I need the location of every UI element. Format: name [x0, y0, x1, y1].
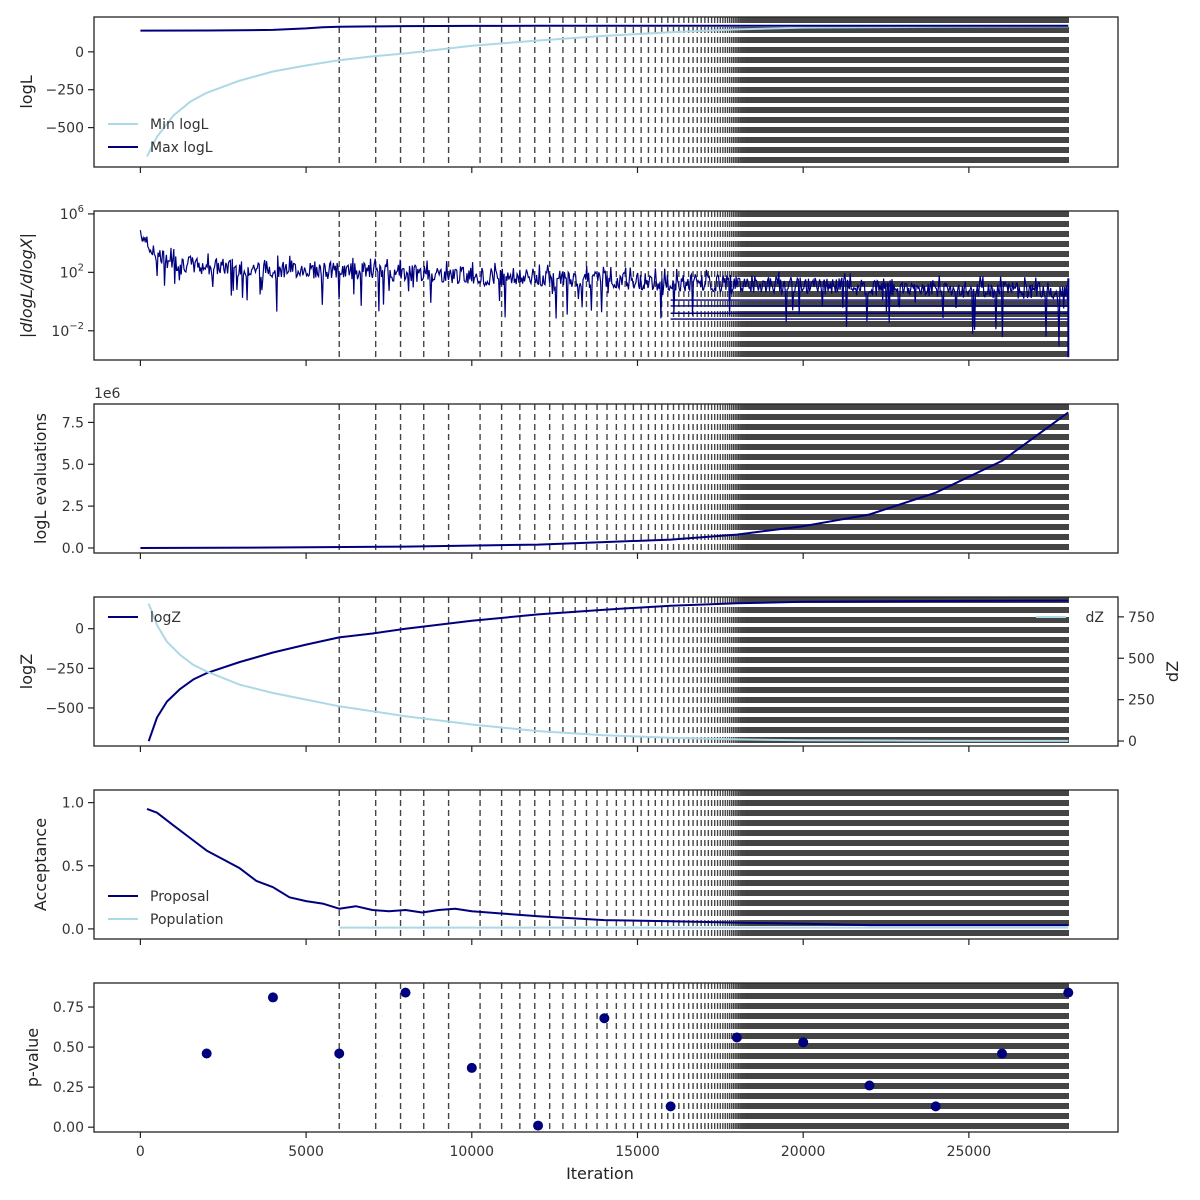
- scatter-point: [267, 992, 278, 1003]
- y-tick-label: −250: [46, 661, 84, 677]
- scatter-point: [864, 1080, 875, 1091]
- y-axis-label: Acceptance: [31, 818, 50, 911]
- axes-frame: [93, 596, 1119, 747]
- x-tick-label: 10000: [450, 1144, 495, 1160]
- y-tick-label: 0.00: [53, 1120, 84, 1136]
- y-axis-label: logZ: [17, 654, 36, 689]
- panel-p-value: 0.00 0.25 0.50 0.75 p-value 0 5000 10000 15000 20…: [23, 982, 1119, 1183]
- y-tick-base: 10: [60, 265, 78, 281]
- y-tick-base: 10: [60, 207, 78, 223]
- scatter-point: [665, 1101, 676, 1112]
- x-axis-label: Iteration: [566, 1164, 634, 1183]
- x-tick-label: 0: [136, 1144, 145, 1160]
- y-axis-label-right: dZ: [1163, 661, 1182, 682]
- y-tick-label: 0: [75, 45, 84, 61]
- scatter-point: [930, 1101, 941, 1112]
- y-axis-label: logL evaluations: [31, 413, 50, 544]
- legend-entry: logZ: [150, 610, 181, 626]
- dashed-lines-1: [338, 17, 1069, 167]
- legend-entry: Max logL: [150, 140, 213, 156]
- y-axis-label: logL: [17, 75, 36, 108]
- scatter-point: [997, 1048, 1008, 1059]
- x-tick-label: 25000: [947, 1144, 992, 1160]
- y-tick-label: 0.25: [53, 1080, 84, 1096]
- y-tick-label: 106: [60, 204, 84, 223]
- y-tick-label: 0: [75, 622, 84, 638]
- panel-logz: −500 −250 0 0 250 500 750 logZ dZ logZ dZ: [17, 596, 1182, 752]
- legend-entry: dZ: [1086, 610, 1104, 626]
- y-tick-exponent: 2: [78, 262, 84, 273]
- y-tick-label: 7.5: [62, 415, 84, 431]
- x-tick-label: 15000: [615, 1144, 660, 1160]
- series-line-max-logl: [140, 24, 1069, 32]
- series-line-logz: [147, 599, 1069, 742]
- panel-logl: −500 −250 0 logL Min logL Max logL: [17, 16, 1119, 173]
- y-tick-label: 0.75: [53, 1000, 84, 1016]
- scatter-point: [533, 1120, 544, 1131]
- y-tick-label-right: 750: [1128, 610, 1155, 626]
- y-axis-label: p-value: [23, 1028, 42, 1087]
- scatter-point: [400, 987, 411, 998]
- legend-entry: Min logL: [150, 117, 209, 133]
- panel-logl-evaluations: 0.0 2.5 5.0 7.5 logL evaluations 1e6: [31, 386, 1119, 559]
- dashed-lines-3: [338, 404, 1069, 553]
- y-tick-label: 0.0: [62, 541, 84, 557]
- panel-acceptance: 0.0 0.5 1.0 Acceptance Proposal Population: [31, 789, 1119, 945]
- axis-offset-label: 1e6: [94, 386, 121, 402]
- y-tick-label: 0.0: [62, 922, 84, 938]
- y-axis-label: |dlogL/dlogX|: [17, 233, 36, 338]
- axes-frame: [93, 982, 1119, 1133]
- y-tick-label: 5.0: [62, 457, 84, 473]
- axes-frame: [93, 16, 1119, 168]
- y-tick-label: 1.0: [62, 796, 84, 812]
- y-tick-label-right: 250: [1128, 693, 1155, 709]
- dashed-lines-5: [338, 790, 1069, 939]
- y-tick-exponent: 6: [78, 204, 84, 215]
- x-tick-label: 20000: [781, 1144, 826, 1160]
- y-tick-label-right: 500: [1128, 651, 1155, 667]
- y-tick-label: 0.50: [53, 1040, 84, 1056]
- axes-frame: [93, 789, 1119, 940]
- y-tick-label-right: 0: [1128, 734, 1137, 750]
- y-tick-label: −500: [46, 121, 84, 137]
- y-tick-exponent: −2: [69, 321, 84, 332]
- scatter-point: [466, 1062, 477, 1073]
- series-line-dlogl: [139, 230, 1069, 347]
- y-tick-base: 10: [51, 324, 69, 340]
- series-line-evaluations: [140, 411, 1069, 549]
- y-tick-label: 0.5: [62, 859, 84, 875]
- scatter-point: [599, 1013, 610, 1024]
- axes-frame: [93, 210, 1119, 361]
- series-line-proposal: [146, 807, 1069, 927]
- legend-entry: Population: [150, 912, 224, 928]
- y-tick-label: −500: [46, 701, 84, 717]
- y-tick-label: 10−2: [51, 321, 84, 340]
- dashed-lines-4: [338, 597, 1069, 746]
- x-tick-label: 5000: [288, 1144, 324, 1160]
- axes-frame: [93, 403, 1119, 554]
- series-line-min-logl: [146, 25, 1069, 157]
- dashed-lines-6: [338, 983, 1069, 1132]
- y-tick-label: −250: [46, 83, 84, 99]
- y-tick-label: 2.5: [62, 499, 84, 515]
- scatter-point: [798, 1037, 809, 1048]
- y-tick-label: 102: [60, 262, 84, 281]
- scatter-point: [334, 1048, 345, 1059]
- scatter-point: [731, 1032, 742, 1043]
- scatter-point: [201, 1048, 212, 1059]
- series-line-dz: [147, 603, 1069, 742]
- legend-entry: Proposal: [150, 889, 209, 905]
- scatter-point: [1063, 987, 1074, 998]
